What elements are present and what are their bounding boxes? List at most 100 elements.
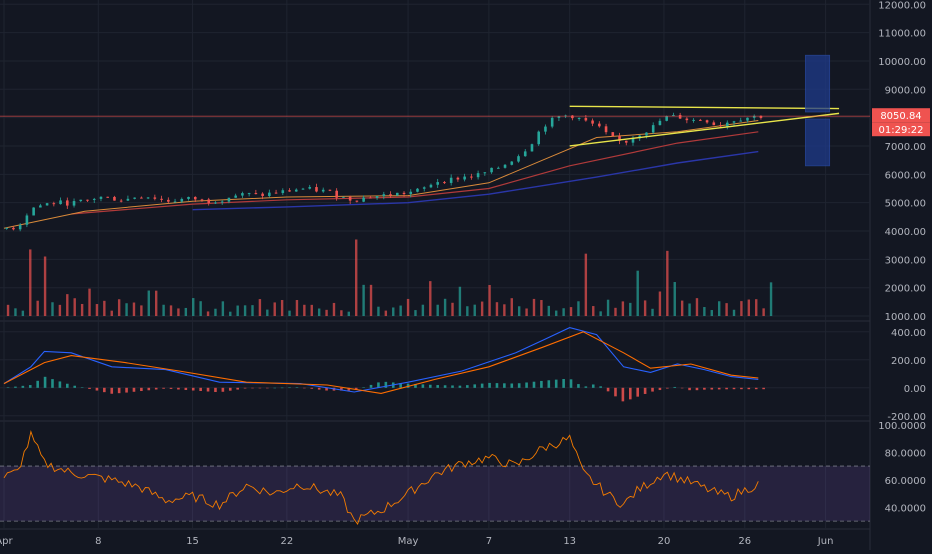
macd-histogram-bar xyxy=(184,387,188,391)
volume-bar xyxy=(458,286,462,317)
current-price-label: 8050.84 xyxy=(880,111,921,122)
volume-bar xyxy=(710,310,713,317)
volume-bar xyxy=(177,308,180,317)
projection-box-lower xyxy=(804,118,831,167)
candle-body xyxy=(227,197,231,202)
candle-body xyxy=(537,131,541,145)
macd-histogram-bar xyxy=(95,387,99,391)
candle-body xyxy=(214,202,217,204)
price-tick-label: 12000.00 xyxy=(878,0,926,11)
candle-body xyxy=(72,201,76,206)
macd-histogram-bar xyxy=(236,387,239,390)
volume-bar xyxy=(125,303,128,317)
macd-histogram-bar xyxy=(703,387,706,390)
volume-bar xyxy=(584,253,588,317)
macd-histogram-bar xyxy=(547,380,551,388)
macd-histogram-bar xyxy=(88,387,91,389)
volume-bar xyxy=(636,270,639,317)
macd-histogram-bar xyxy=(369,384,373,388)
volume-bar xyxy=(377,306,380,317)
volume-bar xyxy=(251,305,254,317)
macd-histogram-bar xyxy=(688,387,691,391)
x-tick-label: Apr xyxy=(0,536,14,547)
macd-histogram-bar xyxy=(80,387,84,388)
countdown-label: 01:29:22 xyxy=(879,125,924,136)
macd-histogram-bar xyxy=(6,387,10,388)
candle-body xyxy=(692,119,695,121)
macd-signal-line xyxy=(3,331,759,394)
candle-body xyxy=(167,199,170,202)
countdown-tag-background xyxy=(872,122,930,137)
volume-bar xyxy=(673,282,676,317)
rsi-tick-label: 100.0000 xyxy=(878,421,926,432)
macd-histogram-bar xyxy=(354,387,358,390)
macd-histogram-bar xyxy=(473,384,477,388)
macd-histogram-bar xyxy=(51,379,54,388)
volume-bar xyxy=(643,300,647,317)
candle-body xyxy=(604,126,608,133)
macd-histogram-bar xyxy=(414,383,417,388)
candle-body xyxy=(187,196,190,199)
macd-histogram-bar xyxy=(147,387,151,391)
macd-histogram-bar xyxy=(503,383,506,388)
macd-tick-label: 200.00 xyxy=(891,356,926,367)
candle-body xyxy=(52,203,56,205)
volume-bar xyxy=(540,300,543,317)
volume-bar xyxy=(562,308,565,317)
candle-body xyxy=(463,176,466,180)
volume-bar xyxy=(725,303,728,317)
volume-bar xyxy=(347,311,350,317)
rsi-pane[interactable] xyxy=(0,429,870,525)
macd-histogram-bar xyxy=(199,387,202,392)
macd-histogram-bar xyxy=(762,387,765,390)
macd-histogram-bar xyxy=(443,385,447,388)
macd-histogram-bar xyxy=(540,380,543,388)
x-tick-label: May xyxy=(398,536,419,547)
volume-bar xyxy=(517,306,521,317)
volume-bar xyxy=(592,306,595,317)
macd-histogram-bar xyxy=(421,384,425,388)
macd-histogram-bar xyxy=(206,387,210,392)
candle-body xyxy=(645,132,648,136)
volume-bar xyxy=(621,301,625,317)
price-tick-label: 6000.00 xyxy=(885,170,926,181)
volume-bar xyxy=(280,300,284,317)
volume-bar xyxy=(532,298,536,317)
macd-histogram-bar xyxy=(73,385,77,388)
candle-body xyxy=(12,227,15,230)
volume-bar xyxy=(555,310,558,317)
macd-histogram-bar xyxy=(569,379,573,388)
volume-bar xyxy=(495,302,499,317)
candle-body xyxy=(732,121,736,123)
candle-body xyxy=(658,120,662,126)
volume-bar xyxy=(6,304,10,317)
candle-body xyxy=(382,194,386,197)
macd-histogram-bar xyxy=(377,382,380,388)
macd-histogram-bar xyxy=(162,387,165,389)
macd-histogram-bar xyxy=(117,387,121,394)
macd-histogram-bar xyxy=(732,387,736,390)
volume-bar xyxy=(288,310,291,317)
volume-bar xyxy=(466,306,469,317)
candle-body xyxy=(470,176,473,178)
volume-bar xyxy=(221,301,225,317)
volume-pane[interactable] xyxy=(6,239,773,317)
macd-histogram-bar xyxy=(406,383,410,388)
volume-bar xyxy=(569,307,573,317)
price-tick-label: 1000.00 xyxy=(885,312,926,323)
candle-body xyxy=(402,192,406,195)
price-pane[interactable] xyxy=(0,54,870,232)
macd-histogram-bar xyxy=(384,381,388,388)
candle-body xyxy=(389,194,392,196)
volume-bar xyxy=(762,308,765,317)
candle-body xyxy=(699,119,702,121)
candle-body xyxy=(395,192,399,196)
volume-bar xyxy=(732,309,736,317)
x-tick-label: 20 xyxy=(658,536,671,547)
macd-pane[interactable] xyxy=(3,327,765,402)
macd-histogram-bar xyxy=(214,387,217,393)
candle-body xyxy=(355,200,359,202)
volume-bar xyxy=(362,284,365,317)
